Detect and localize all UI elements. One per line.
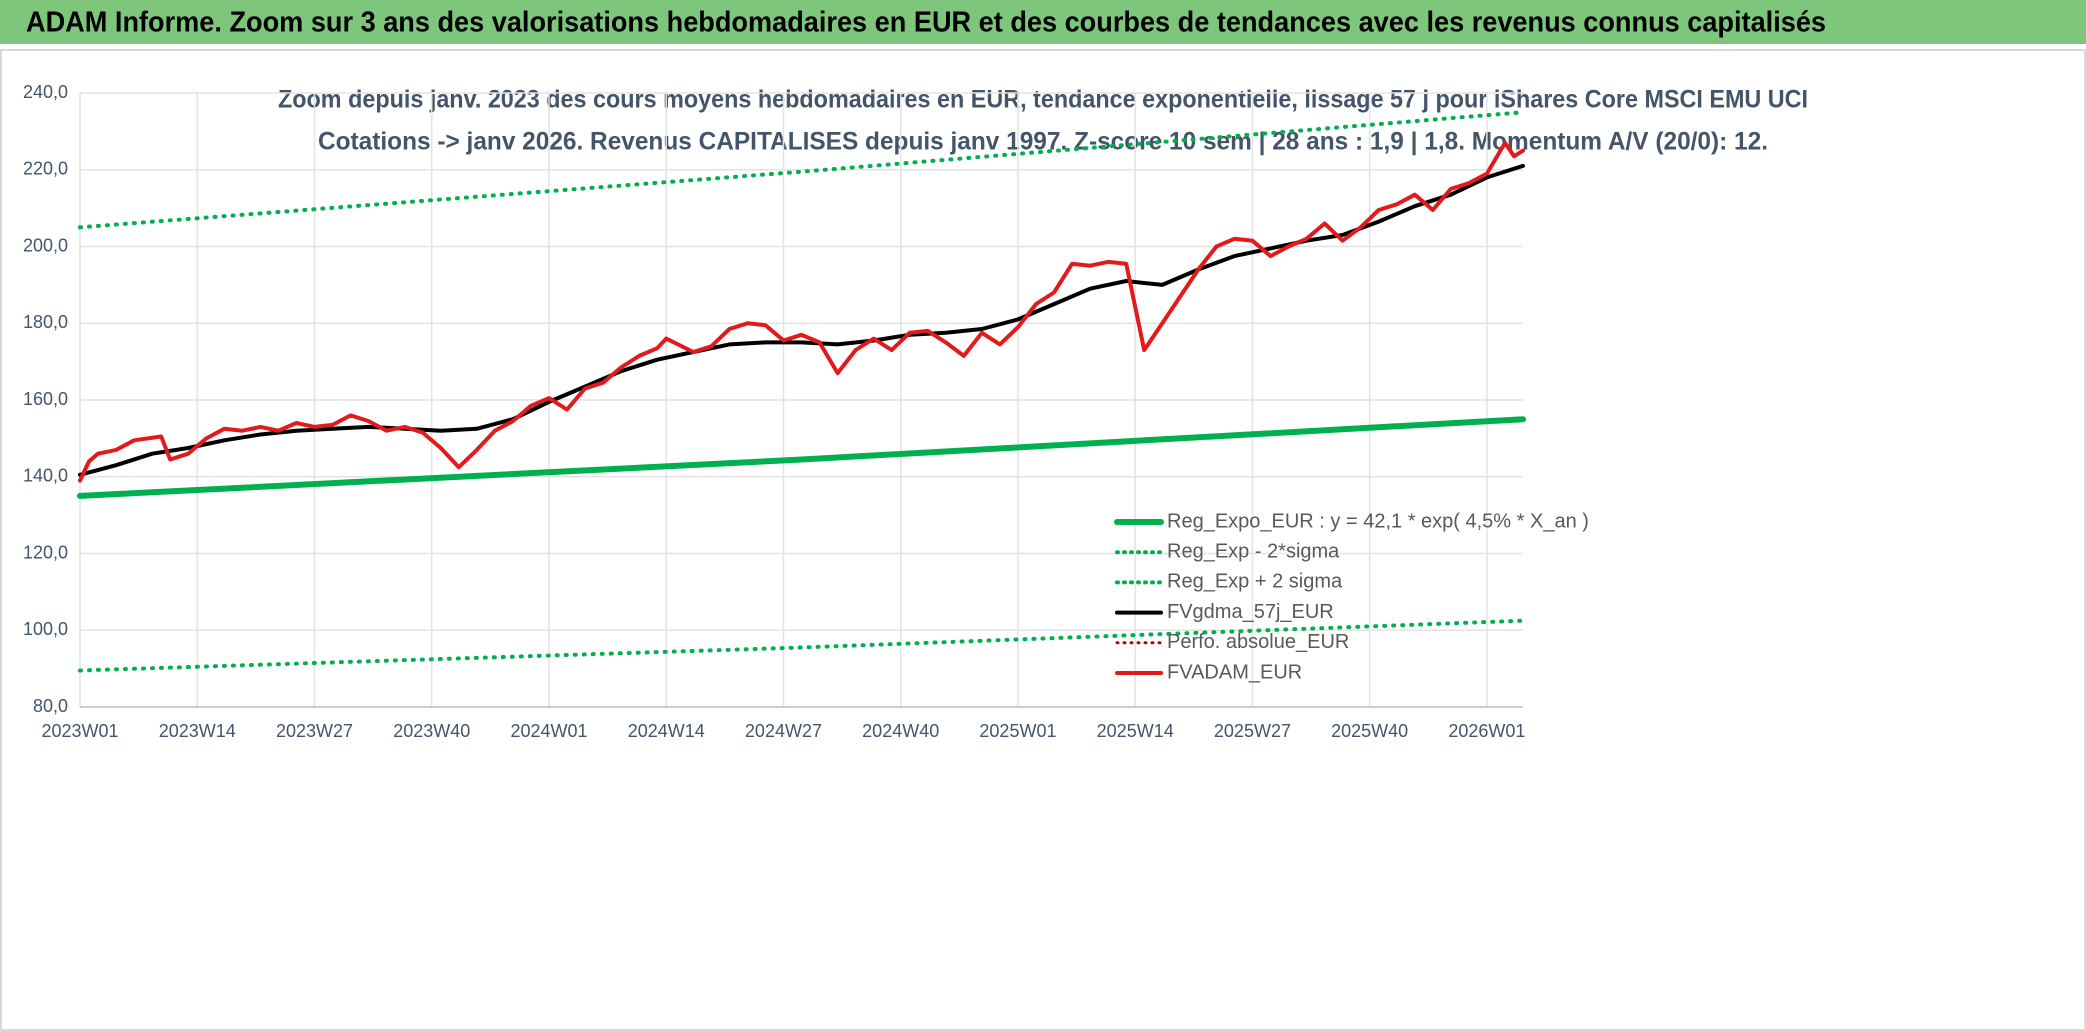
y-tick-label: 200,0	[23, 235, 68, 255]
x-tick-label: 2023W40	[393, 721, 470, 741]
legend-label: Reg_Expo_EUR : y = 42,1 * exp( 4,5% * X_…	[1167, 510, 1589, 532]
series-line	[77, 416, 1526, 499]
x-tick-label: 2024W01	[510, 721, 587, 741]
y-tick-label: 160,0	[23, 389, 68, 409]
x-tick-label: 2024W40	[862, 721, 939, 741]
header-bar	[0, 0, 2086, 44]
legend-label: Reg_Exp - 2*sigma	[1167, 540, 1340, 562]
y-tick-label: 140,0	[23, 466, 68, 486]
y-tick-label: 180,0	[23, 312, 68, 332]
series-line	[78, 618, 1525, 673]
chart-title: Zoom depuis janv. 2023 des cours moyens …	[278, 86, 1808, 114]
x-tick-label: 2025W27	[1214, 721, 1291, 741]
series-line	[78, 140, 1525, 483]
y-tick-label: 120,0	[23, 542, 68, 562]
legend-label: Reg_Exp + 2 sigma	[1167, 571, 1343, 593]
x-tick-label: 2026W01	[1448, 721, 1525, 741]
legend-label: Perfo. absolue_EUR	[1167, 631, 1349, 653]
x-tick-label: 2023W14	[159, 721, 236, 741]
legend-label: FVADAM_EUR	[1167, 661, 1302, 683]
chart-subtitle: Cotations -> janv 2026. Revenus CAPITALI…	[318, 128, 1768, 156]
x-tick-label: 2025W40	[1331, 721, 1408, 741]
y-tick-label: 240,0	[23, 82, 68, 102]
y-tick-label: 80,0	[33, 696, 68, 716]
y-tick-label: 220,0	[23, 159, 68, 179]
x-tick-label: 2023W01	[41, 721, 118, 741]
y-tick-label: 100,0	[23, 619, 68, 639]
header-title: ADAM Informe. Zoom sur 3 ans des valoris…	[26, 7, 1826, 39]
x-tick-label: 2024W14	[628, 721, 705, 741]
x-tick-label: 2025W01	[979, 721, 1056, 741]
x-tick-label: 2024W27	[745, 721, 822, 741]
x-tick-label: 2025W14	[1097, 721, 1174, 741]
series-line	[78, 110, 1525, 230]
x-tick-label: 2023W27	[276, 721, 353, 741]
legend-label: FVgdma_57j_EUR	[1167, 601, 1334, 623]
chart-frame	[0, 49, 2086, 1031]
